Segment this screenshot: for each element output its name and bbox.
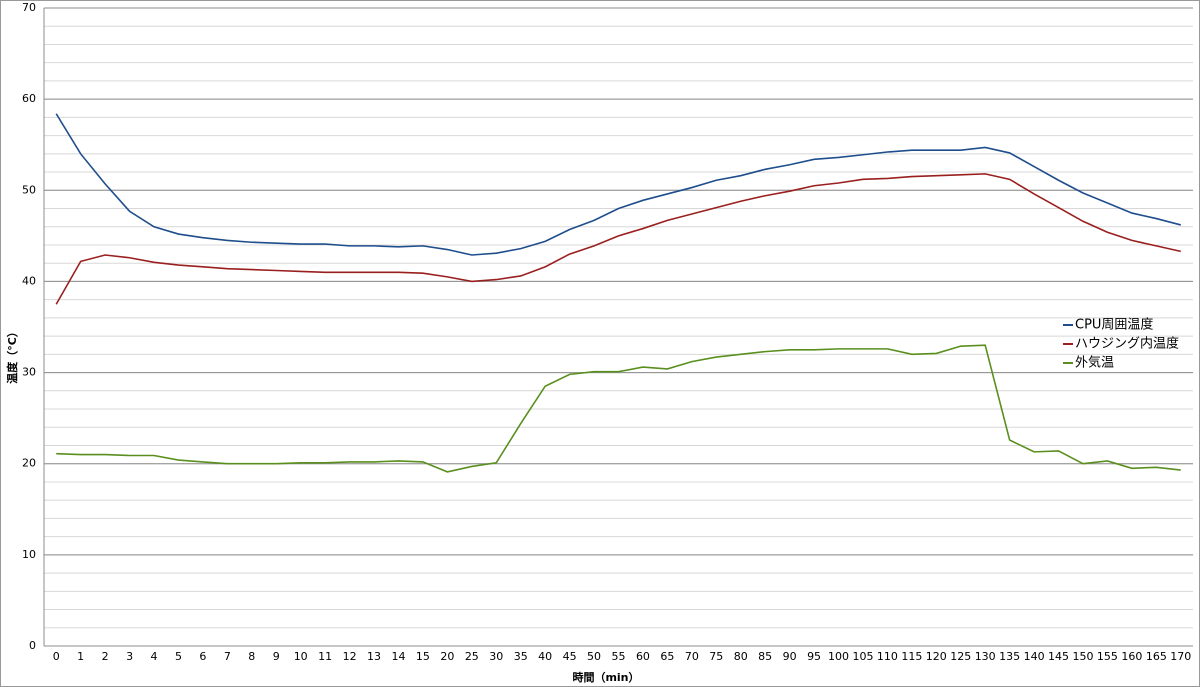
x-tick-label: 40 bbox=[538, 650, 552, 663]
x-tick-label: 25 bbox=[465, 650, 479, 663]
x-tick-label: 115 bbox=[901, 650, 922, 663]
x-tick-label: 45 bbox=[563, 650, 577, 663]
x-tick-label: 140 bbox=[1024, 650, 1045, 663]
x-tick-label: 30 bbox=[489, 650, 503, 663]
y-tick-label: 40 bbox=[22, 274, 36, 287]
x-tick-label: 6 bbox=[199, 650, 206, 663]
x-tick-label: 145 bbox=[1048, 650, 1069, 663]
x-tick-label: 125 bbox=[950, 650, 971, 663]
x-tick-label: 95 bbox=[807, 650, 821, 663]
legend-label: 外気温 bbox=[1075, 355, 1114, 371]
y-tick-label: 0 bbox=[29, 639, 36, 652]
x-tick-label: 11 bbox=[318, 650, 332, 663]
x-tick-label: 100 bbox=[828, 650, 849, 663]
series-line bbox=[55, 173, 1181, 305]
x-tick-label: 9 bbox=[273, 650, 280, 663]
x-tick-label: 3 bbox=[126, 650, 133, 663]
x-tick-label: 12 bbox=[343, 650, 357, 663]
x-tick-label: 14 bbox=[391, 650, 405, 663]
x-tick-label: 170 bbox=[1170, 650, 1191, 663]
y-tick-label: 20 bbox=[22, 457, 36, 470]
x-tick-label: 150 bbox=[1072, 650, 1093, 663]
x-tick-label: 1 bbox=[77, 650, 84, 663]
x-tick-label: 20 bbox=[440, 650, 454, 663]
x-tick-label: 15 bbox=[416, 650, 430, 663]
series-line bbox=[56, 344, 1181, 473]
legend-label: CPU周囲温度 bbox=[1075, 317, 1153, 333]
x-tick-label: 160 bbox=[1121, 650, 1142, 663]
y-tick-label: 30 bbox=[22, 366, 36, 379]
x-tick-label: 2 bbox=[102, 650, 109, 663]
legend-label: ハウジング内温度 bbox=[1075, 336, 1179, 352]
x-tick-label: 75 bbox=[709, 650, 723, 663]
x-tick-label: 90 bbox=[783, 650, 797, 663]
x-tick-label: 65 bbox=[660, 650, 674, 663]
x-tick-label: 5 bbox=[175, 650, 182, 663]
y-tick-label: 10 bbox=[22, 548, 36, 561]
x-tick-label: 60 bbox=[636, 650, 650, 663]
x-tick-label: 0 bbox=[53, 650, 60, 663]
x-tick-label: 135 bbox=[999, 650, 1020, 663]
x-tick-label: 105 bbox=[852, 650, 873, 663]
y-tick-label: 60 bbox=[22, 92, 36, 105]
x-tick-label: 8 bbox=[248, 650, 255, 663]
x-tick-label: 85 bbox=[758, 650, 772, 663]
x-tick-label: 80 bbox=[734, 650, 748, 663]
x-tick-label: 13 bbox=[367, 650, 381, 663]
x-tick-label: 165 bbox=[1146, 650, 1167, 663]
x-tick-label: 70 bbox=[685, 650, 699, 663]
x-tick-label: 50 bbox=[587, 650, 601, 663]
x-tick-label: 4 bbox=[151, 650, 158, 663]
x-tick-label: 35 bbox=[514, 650, 528, 663]
series-line bbox=[55, 113, 1181, 256]
x-tick-label: 7 bbox=[224, 650, 231, 663]
x-tick-label: 120 bbox=[926, 650, 947, 663]
y-tick-label: 70 bbox=[22, 1, 36, 14]
y-tick-label: 50 bbox=[22, 183, 36, 196]
x-tick-label: 10 bbox=[294, 650, 308, 663]
x-tick-label: 130 bbox=[975, 650, 996, 663]
x-tick-label: 55 bbox=[612, 650, 626, 663]
y-axis-label: 温度（°C） bbox=[5, 326, 19, 384]
x-tick-label: 155 bbox=[1097, 650, 1118, 663]
x-tick-label: 110 bbox=[877, 650, 898, 663]
x-axis-label: 時間（min） bbox=[572, 670, 639, 684]
